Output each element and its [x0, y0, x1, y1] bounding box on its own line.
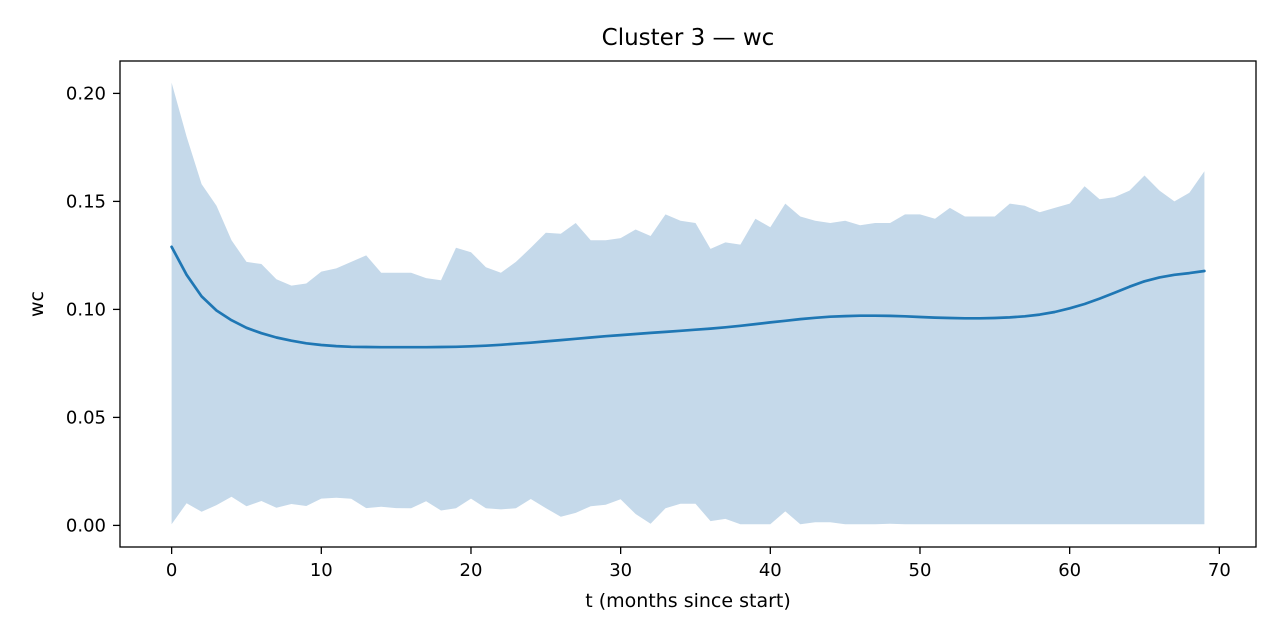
x-axis: 0 10 20 30 40 50 60 70 [166, 547, 1231, 581]
x-tick-label: 40 [759, 560, 782, 581]
plot-frame [119, 60, 1257, 548]
y-tick-label: 0.20 [66, 83, 106, 104]
x-tick-label: 50 [909, 560, 932, 581]
y-tick-label: 0.00 [66, 515, 106, 536]
y-tick-label: 0.05 [66, 407, 106, 428]
x-tick-label: 30 [609, 560, 632, 581]
band-area [171, 82, 1205, 525]
x-tick-label: 10 [310, 560, 333, 581]
x-tick-label: 0 [166, 560, 177, 581]
x-tick-label: 60 [1058, 560, 1081, 581]
y-tick-label: 0.15 [66, 191, 106, 212]
series-line [170, 245, 1206, 349]
plot-area [170, 82, 1206, 525]
chart-title: Cluster 3 — wc [602, 25, 775, 51]
y-axis: 0.00 0.05 0.10 0.15 0.20 [66, 83, 120, 536]
y-tick-label: 0.10 [66, 299, 106, 320]
x-axis-label: t (months since start) [585, 590, 791, 612]
x-tick-label: 20 [460, 560, 483, 581]
y-axis-label: wc [26, 291, 48, 317]
x-tick-label: 70 [1208, 560, 1231, 581]
